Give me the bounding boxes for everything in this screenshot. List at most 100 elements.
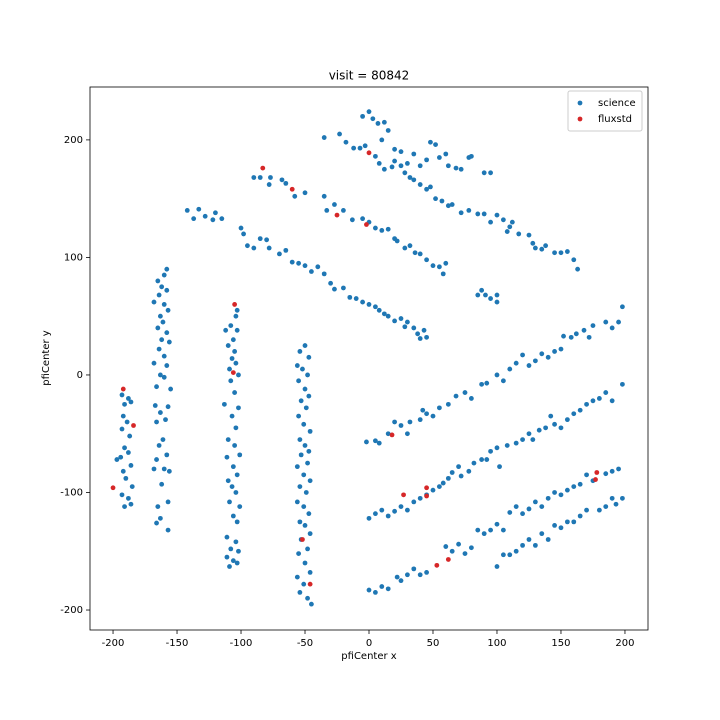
point — [372, 153, 378, 159]
point — [381, 311, 387, 317]
point — [481, 170, 487, 176]
point — [164, 363, 170, 368]
point — [268, 175, 273, 180]
point — [118, 454, 124, 460]
point — [122, 445, 127, 451]
point — [234, 519, 240, 525]
point — [458, 473, 464, 479]
point — [257, 236, 263, 242]
point — [428, 184, 433, 190]
point — [436, 264, 442, 270]
point — [530, 240, 536, 246]
point — [351, 145, 357, 151]
point — [577, 513, 583, 519]
point — [571, 519, 577, 525]
point — [184, 208, 190, 213]
point — [564, 519, 570, 525]
x-tick-label: 50 — [427, 638, 440, 649]
point — [526, 431, 532, 437]
point — [520, 437, 525, 442]
point — [417, 182, 423, 187]
point — [500, 217, 506, 223]
point — [119, 492, 125, 498]
point — [411, 177, 417, 183]
point — [389, 432, 395, 438]
x-tick-label: -200 — [102, 638, 125, 649]
point — [366, 150, 372, 156]
point — [337, 131, 342, 137]
point — [245, 243, 250, 249]
point — [394, 574, 400, 580]
point — [328, 280, 334, 286]
point — [558, 492, 564, 498]
point — [398, 504, 404, 509]
point — [428, 139, 433, 145]
point — [166, 468, 172, 474]
point — [398, 578, 404, 584]
point — [458, 210, 464, 216]
point — [507, 510, 513, 515]
point — [430, 263, 436, 269]
point — [417, 336, 423, 341]
point — [161, 466, 167, 472]
point — [321, 193, 327, 199]
point — [114, 457, 120, 462]
point — [488, 296, 493, 301]
point — [620, 304, 625, 310]
point — [223, 327, 229, 333]
point — [119, 392, 125, 398]
point — [296, 413, 302, 419]
point — [160, 319, 166, 325]
point — [283, 180, 289, 186]
point — [411, 499, 417, 505]
point — [236, 405, 241, 411]
point — [334, 212, 340, 218]
point — [494, 564, 500, 569]
point — [402, 324, 408, 330]
point — [372, 511, 378, 517]
point — [366, 109, 372, 115]
point — [494, 372, 500, 378]
point — [129, 484, 135, 490]
point — [324, 208, 330, 213]
point — [433, 142, 438, 147]
point — [494, 521, 500, 527]
point — [479, 457, 485, 462]
point — [307, 428, 313, 434]
point — [332, 202, 337, 207]
point — [191, 216, 197, 222]
point — [305, 372, 310, 378]
point — [228, 546, 234, 552]
point — [225, 343, 231, 348]
point — [227, 366, 232, 372]
point — [360, 216, 366, 222]
point — [307, 581, 313, 587]
point — [417, 163, 423, 169]
point — [453, 393, 459, 399]
point — [421, 327, 427, 333]
point — [229, 484, 235, 490]
point — [301, 472, 307, 478]
point — [233, 539, 239, 545]
point — [156, 346, 162, 352]
point — [596, 396, 602, 401]
point — [297, 484, 303, 490]
point — [156, 292, 162, 298]
point — [385, 313, 391, 319]
point — [603, 471, 609, 477]
point — [445, 163, 451, 169]
point — [539, 246, 545, 252]
point — [307, 478, 313, 484]
point — [571, 484, 577, 490]
point — [548, 413, 554, 419]
point — [155, 504, 161, 509]
point — [302, 263, 308, 269]
point — [456, 464, 461, 470]
point — [564, 249, 570, 254]
point — [119, 426, 125, 432]
point — [415, 331, 421, 337]
point — [494, 292, 500, 298]
point — [225, 478, 231, 484]
point — [301, 421, 307, 427]
point — [296, 260, 302, 266]
